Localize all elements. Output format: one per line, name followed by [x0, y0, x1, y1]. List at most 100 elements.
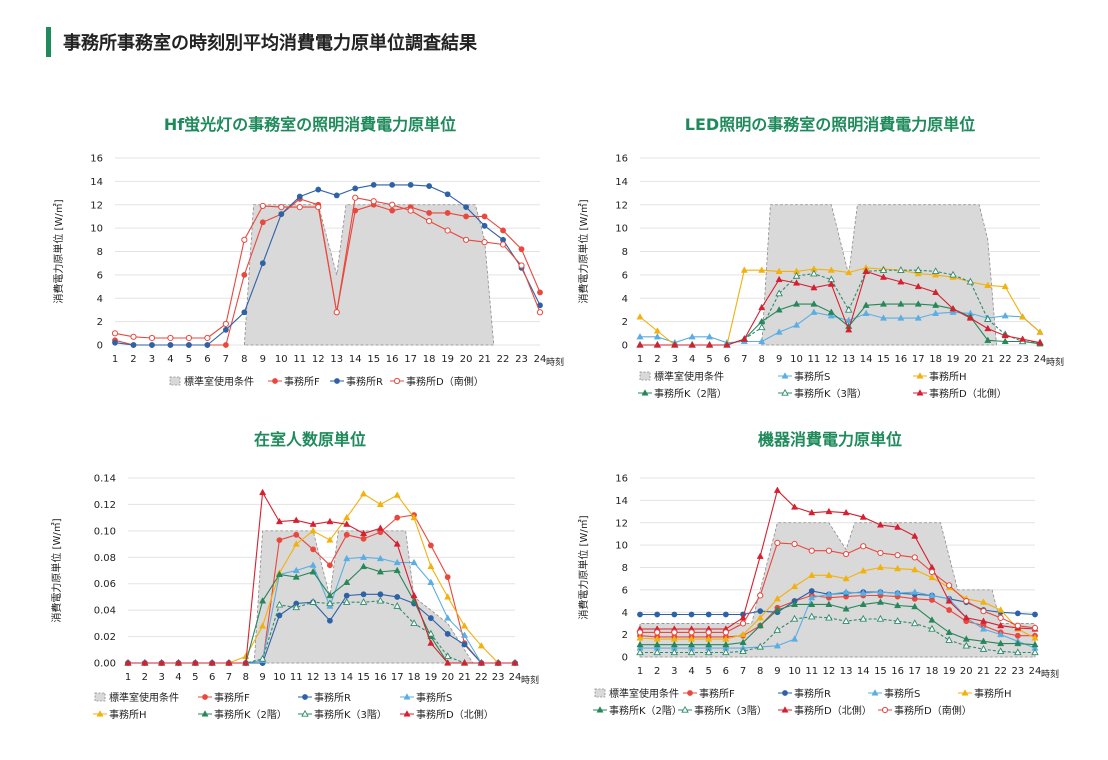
- legend-marker: [301, 709, 309, 717]
- data-point: [876, 521, 884, 528]
- data-point: [293, 531, 300, 538]
- legend-marker: [961, 689, 969, 696]
- data-point: [757, 323, 766, 331]
- data-point: [845, 325, 853, 333]
- x-tick-label: 16: [891, 666, 904, 677]
- x-tick-label: 13: [324, 672, 337, 683]
- data-point: [225, 659, 233, 666]
- data-point: [756, 552, 764, 559]
- data-point: [1019, 313, 1027, 320]
- data-point: [426, 183, 433, 189]
- x-unit-label: 時刻: [1046, 356, 1064, 368]
- data-point: [481, 222, 488, 229]
- data-point: [389, 201, 396, 208]
- data-point: [636, 634, 644, 641]
- x-tick-label: 3: [672, 354, 678, 365]
- data-point: [825, 613, 833, 621]
- data-point: [945, 628, 953, 635]
- data-point: [654, 629, 661, 636]
- x-tick-label: 20: [441, 672, 454, 683]
- series-事務所K（3階）: [636, 612, 1039, 656]
- data-point: [808, 508, 816, 516]
- y-tick-label: 10: [615, 224, 628, 235]
- y-tick-label: 6: [622, 585, 628, 596]
- data-point: [842, 508, 850, 516]
- data-point: [911, 554, 918, 561]
- data-point: [963, 597, 970, 605]
- series-line: [640, 489, 1036, 630]
- data-point: [463, 213, 469, 220]
- data-point: [775, 275, 783, 283]
- y-tick-label: 12: [90, 200, 103, 211]
- data-point: [670, 640, 678, 648]
- legend-label: 事務所H: [974, 687, 1012, 700]
- data-point: [315, 186, 322, 193]
- data-point: [773, 626, 782, 633]
- x-tick-label: 21: [478, 354, 491, 365]
- x-tick-label: 12: [312, 354, 325, 365]
- data-point: [757, 608, 764, 615]
- data-point: [111, 330, 119, 337]
- data-point: [722, 629, 729, 636]
- data-point: [791, 582, 799, 590]
- y-axis-label: 消費電力原単位 [W/㎡]: [52, 199, 65, 303]
- data-point: [911, 619, 919, 627]
- data-point: [208, 659, 216, 666]
- data-point: [862, 301, 870, 308]
- data-point: [654, 611, 661, 618]
- data-point: [393, 491, 401, 498]
- x-tick-label: 24: [509, 672, 522, 683]
- y-tick-label: 2: [622, 317, 628, 328]
- data-point: [309, 568, 317, 575]
- x-tick-label: 16: [386, 354, 399, 365]
- data-point: [636, 629, 644, 636]
- data-point: [928, 573, 936, 581]
- data-point: [722, 611, 729, 618]
- x-tick-label: 4: [689, 354, 695, 365]
- data-point: [292, 516, 300, 523]
- y-tick-label: 6: [622, 270, 628, 281]
- x-tick-label: 4: [167, 354, 173, 365]
- data-point: [327, 562, 333, 569]
- data-point: [360, 553, 368, 560]
- series-事務所D（北側）: [124, 488, 519, 666]
- data-point: [842, 605, 850, 612]
- data-point: [518, 262, 525, 269]
- legend: 標準室使用条件 事務所S 事務所H 事務所K（2階） 事務所K（3階） 事務所D（北側）: [638, 370, 1007, 400]
- y-tick-label: 10: [615, 541, 628, 552]
- data-point: [945, 597, 953, 604]
- x-tick-label: 6: [723, 666, 729, 677]
- legend-label: 事務所R: [314, 691, 351, 704]
- x-tick-label: 17: [912, 354, 925, 365]
- data-point: [894, 601, 902, 609]
- data-point: [807, 612, 816, 620]
- x-tick-label: 14: [857, 666, 870, 677]
- data-point: [859, 614, 868, 622]
- data-point: [326, 591, 334, 599]
- data-point: [343, 592, 350, 599]
- data-point: [259, 260, 266, 267]
- x-tick-label: 15: [877, 354, 890, 365]
- data-point: [130, 333, 137, 340]
- data-point: [842, 617, 850, 624]
- header-accent-bar: [46, 27, 51, 57]
- y-tick-label: 14: [615, 496, 628, 507]
- y-axis-label: 消費電力原単位 [W/㎡]: [577, 515, 590, 619]
- data-point: [825, 547, 833, 554]
- series-事務所D（南側）: [636, 539, 1039, 636]
- data-point: [130, 342, 137, 348]
- data-point: [636, 333, 644, 340]
- data-point: [984, 315, 992, 322]
- data-point: [774, 539, 781, 546]
- data-point: [389, 181, 396, 188]
- data-point: [862, 267, 870, 274]
- data-point: [637, 611, 643, 618]
- legend-swatch: [169, 376, 181, 386]
- chart-title: 機器消費電力原単位: [758, 430, 902, 449]
- x-tick-label: 10: [273, 672, 286, 683]
- x-unit-label: 時刻: [1041, 668, 1059, 680]
- x-tick-label: 15: [874, 666, 887, 677]
- data-point: [706, 333, 714, 340]
- data-point: [463, 204, 469, 210]
